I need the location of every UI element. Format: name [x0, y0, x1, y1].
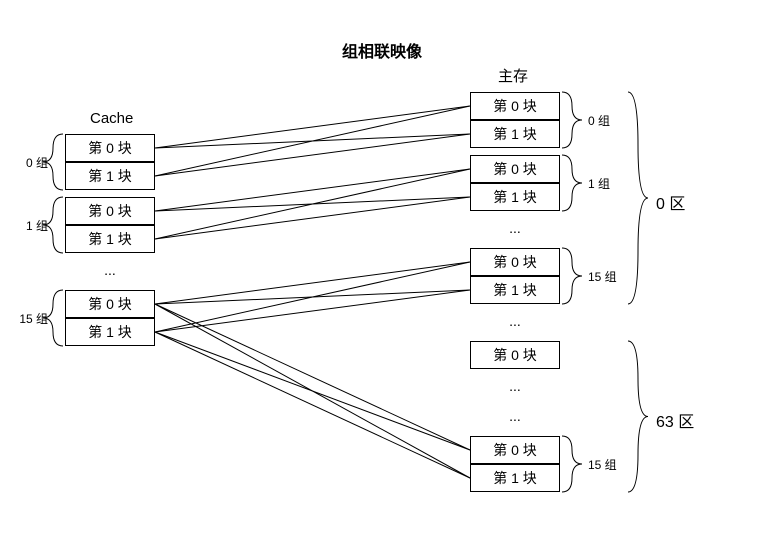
memory-cell: 第 1 块 — [470, 276, 560, 304]
cache-cell: 第 1 块 — [65, 162, 155, 190]
memory-cell: 第 0 块 — [470, 341, 560, 369]
cache-cell: 第 1 块 — [65, 225, 155, 253]
memory-ellipsis: ... — [470, 378, 560, 394]
memory-group-label: 1 组 — [588, 175, 610, 192]
memory-group-label: 15 组 — [588, 456, 617, 473]
diagram-title: 组相联映像 — [0, 38, 764, 62]
memory-header: 主存 — [498, 65, 528, 86]
memory-cell: 第 1 块 — [470, 464, 560, 492]
cache-header: Cache — [90, 110, 133, 127]
memory-region-label: 63 区 — [656, 408, 694, 432]
cache-group-label: 0 组 — [8, 154, 48, 171]
memory-cell: 第 0 块 — [470, 92, 560, 120]
cache-cell: 第 0 块 — [65, 197, 155, 225]
memory-cell: 第 0 块 — [470, 248, 560, 276]
memory-cell: 第 0 块 — [470, 436, 560, 464]
memory-group-label: 0 组 — [588, 112, 610, 129]
memory-cell: 第 0 块 — [470, 155, 560, 183]
memory-ellipsis: ... — [470, 220, 560, 236]
memory-cell: 第 1 块 — [470, 120, 560, 148]
cache-cell: 第 0 块 — [65, 290, 155, 318]
cache-group-label: 1 组 — [8, 217, 48, 234]
cache-cell: 第 0 块 — [65, 134, 155, 162]
cache-group-label: 15 组 — [8, 310, 48, 327]
memory-ellipsis: ... — [470, 313, 560, 329]
memory-ellipsis: ... — [470, 408, 560, 424]
cache-ellipsis: ... — [65, 262, 155, 278]
memory-group-label: 15 组 — [588, 268, 617, 285]
memory-cell: 第 1 块 — [470, 183, 560, 211]
memory-region-label: 0 区 — [656, 190, 685, 214]
cache-cell: 第 1 块 — [65, 318, 155, 346]
